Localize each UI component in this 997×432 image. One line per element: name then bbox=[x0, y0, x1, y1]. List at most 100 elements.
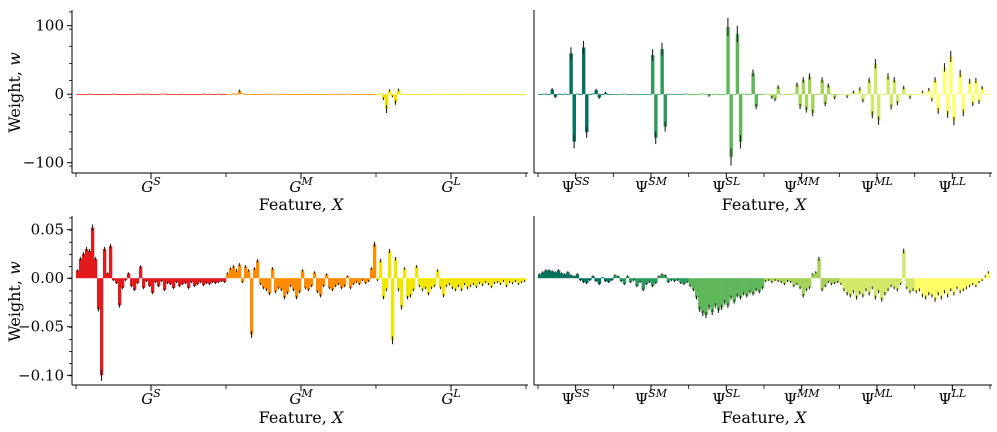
bar bbox=[169, 278, 173, 285]
bar bbox=[638, 278, 642, 283]
bar bbox=[745, 94, 749, 96]
bar bbox=[235, 94, 239, 95]
bar bbox=[283, 93, 287, 95]
bar bbox=[622, 93, 627, 95]
bar bbox=[886, 76, 890, 95]
bar bbox=[145, 278, 149, 282]
bar bbox=[676, 94, 680, 95]
bar bbox=[115, 94, 119, 95]
bar bbox=[523, 278, 527, 282]
bar bbox=[833, 278, 837, 284]
bar bbox=[723, 278, 727, 303]
category-label: GL bbox=[441, 387, 460, 408]
bar bbox=[205, 93, 209, 95]
bar bbox=[82, 94, 86, 95]
bar bbox=[720, 94, 724, 95]
bar bbox=[792, 278, 796, 286]
bar bbox=[986, 93, 991, 95]
bar bbox=[463, 94, 467, 96]
bar bbox=[955, 93, 959, 95]
bar bbox=[829, 278, 834, 285]
bar bbox=[898, 278, 903, 285]
bar bbox=[575, 93, 580, 95]
bar bbox=[214, 93, 218, 95]
bar bbox=[79, 258, 83, 279]
bar bbox=[710, 94, 715, 96]
bar bbox=[388, 251, 392, 279]
bar bbox=[694, 278, 699, 298]
category-label: GM bbox=[289, 387, 313, 408]
bar bbox=[217, 278, 221, 283]
y-tick-label: 0.05 bbox=[31, 221, 64, 239]
bar bbox=[514, 278, 518, 282]
bar bbox=[349, 278, 353, 288]
bar bbox=[481, 278, 485, 285]
bar bbox=[136, 278, 140, 284]
category-label: ΨMM bbox=[784, 387, 820, 408]
bar bbox=[861, 278, 865, 296]
bar bbox=[334, 278, 338, 286]
bar bbox=[820, 278, 824, 290]
bar bbox=[352, 94, 356, 96]
bar bbox=[118, 278, 122, 306]
bar bbox=[376, 93, 380, 95]
bar bbox=[911, 278, 915, 290]
bar bbox=[523, 94, 527, 96]
bar bbox=[127, 273, 131, 279]
bar bbox=[873, 63, 878, 95]
bar bbox=[127, 94, 131, 96]
bar bbox=[798, 94, 802, 107]
bar bbox=[776, 278, 780, 282]
bar bbox=[669, 93, 674, 95]
bar bbox=[277, 278, 281, 288]
bar bbox=[607, 94, 611, 96]
bar bbox=[82, 253, 86, 279]
bar bbox=[88, 93, 92, 95]
bar bbox=[331, 278, 335, 290]
bar bbox=[795, 278, 799, 285]
bar bbox=[591, 93, 595, 95]
bar bbox=[280, 94, 284, 96]
bar bbox=[499, 278, 503, 285]
bar bbox=[651, 278, 655, 286]
bar bbox=[898, 94, 903, 96]
bar bbox=[433, 278, 437, 286]
bar bbox=[262, 278, 266, 288]
bar bbox=[613, 94, 617, 95]
bar bbox=[490, 94, 494, 96]
bar bbox=[487, 94, 491, 95]
bar bbox=[814, 94, 818, 96]
bar bbox=[175, 278, 179, 283]
bar bbox=[478, 94, 482, 96]
bar bbox=[767, 278, 771, 281]
bars bbox=[76, 227, 527, 376]
bar bbox=[322, 94, 326, 96]
bar bbox=[632, 93, 636, 95]
bar bbox=[334, 94, 338, 96]
bar bbox=[651, 55, 655, 95]
bar bbox=[463, 278, 467, 285]
bar bbox=[556, 270, 561, 279]
bar bbox=[502, 94, 506, 96]
bar bbox=[936, 94, 941, 111]
bar bbox=[716, 94, 721, 96]
bar bbox=[325, 274, 329, 279]
bar bbox=[980, 278, 985, 281]
category-label: GM bbox=[289, 175, 313, 196]
bar bbox=[647, 94, 652, 96]
bar bbox=[343, 94, 347, 96]
bar bbox=[757, 278, 762, 292]
bar bbox=[738, 278, 743, 298]
bar bbox=[698, 93, 702, 95]
category-label: ΨSS bbox=[562, 387, 590, 408]
chart-bottom-left: 0.05 0.00 −0.05 −0.10 Weight, w GS GM GL Feature… bbox=[5, 216, 528, 427]
bar bbox=[184, 94, 188, 96]
bar bbox=[968, 278, 972, 286]
bar bbox=[208, 93, 212, 95]
bar bbox=[418, 94, 422, 96]
bar bbox=[811, 94, 815, 113]
bar bbox=[867, 278, 872, 294]
bar bbox=[130, 278, 134, 286]
bar bbox=[439, 93, 443, 95]
bar bbox=[666, 94, 671, 96]
